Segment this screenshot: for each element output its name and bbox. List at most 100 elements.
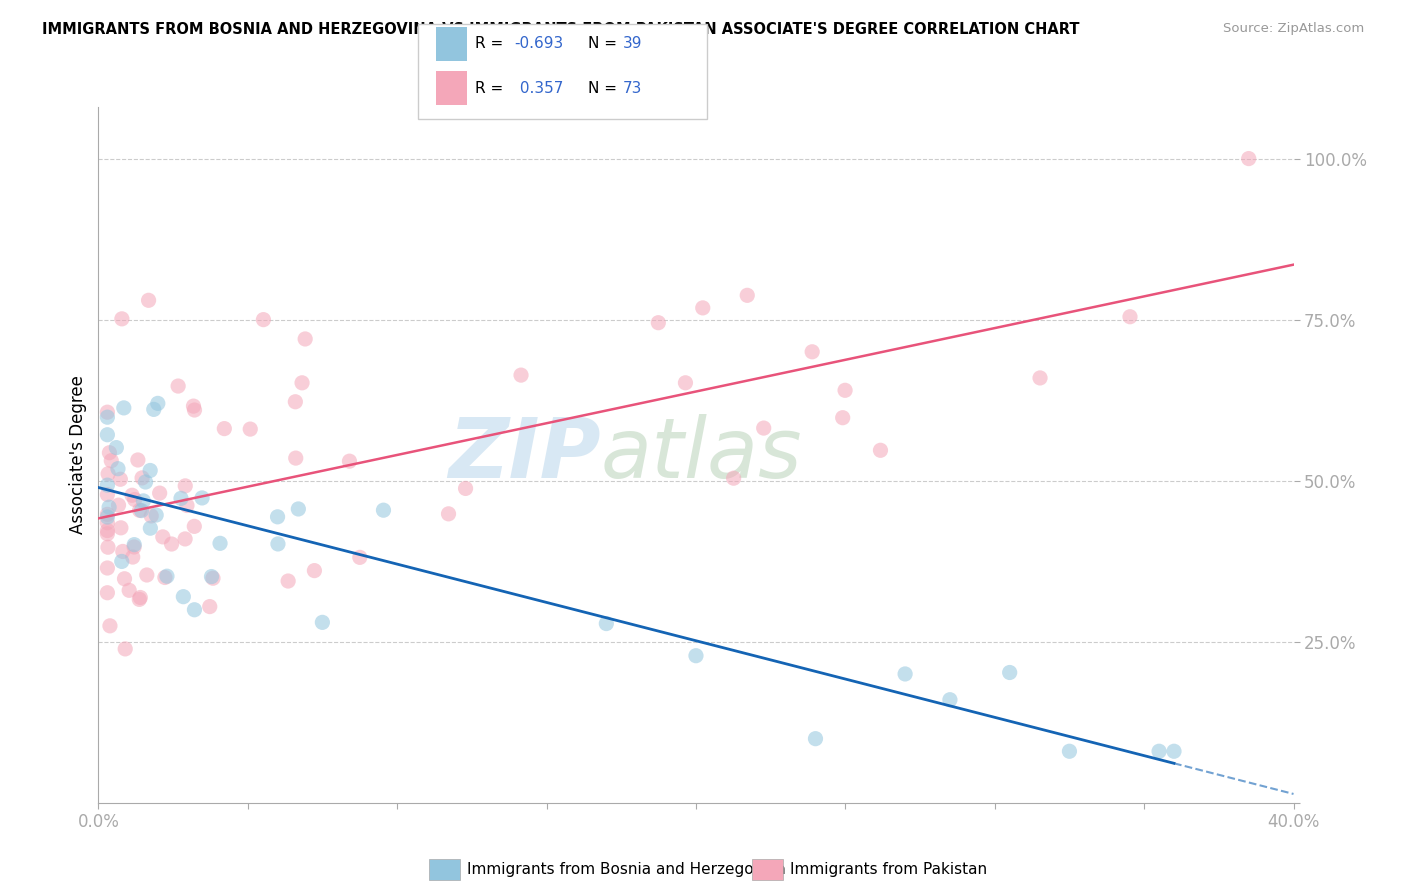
Text: N =: N =: [588, 37, 621, 51]
Point: [97, 540, 120, 554]
Point: [121, 550, 143, 565]
Point: [311, 615, 333, 630]
Point: [128, 592, 150, 607]
Point: [110, 521, 132, 535]
Point: [135, 568, 157, 582]
Point: [156, 569, 179, 583]
Point: [214, 421, 236, 435]
Point: [1147, 744, 1170, 758]
Point: [124, 492, 146, 507]
Point: [97, 467, 120, 481]
Point: [209, 536, 232, 550]
Point: [96, 510, 118, 524]
Point: [135, 475, 157, 489]
Point: [96, 508, 118, 522]
Point: [98, 446, 121, 460]
Point: [96, 478, 118, 492]
Point: [170, 491, 193, 506]
Point: [1119, 310, 1142, 324]
Point: [692, 301, 714, 315]
Text: Source: ZipAtlas.com: Source: ZipAtlas.com: [1223, 22, 1364, 36]
Point: [675, 376, 697, 390]
Point: [105, 441, 128, 455]
Text: R =: R =: [475, 81, 509, 95]
Point: [111, 311, 134, 326]
Point: [834, 384, 856, 398]
Point: [201, 571, 224, 585]
Point: [96, 427, 118, 442]
Point: [172, 590, 194, 604]
Point: [111, 554, 134, 568]
Point: [1029, 371, 1052, 385]
Point: [174, 479, 197, 493]
Point: [98, 500, 121, 515]
Point: [160, 537, 183, 551]
Point: [287, 502, 309, 516]
Point: [100, 453, 122, 467]
Point: [735, 288, 758, 302]
Point: [1059, 744, 1081, 758]
Point: [510, 368, 533, 383]
Point: [167, 379, 190, 393]
Point: [112, 401, 135, 415]
Point: [141, 508, 163, 523]
Point: [139, 521, 162, 535]
Point: [110, 472, 132, 486]
Point: [131, 471, 153, 485]
Point: [252, 312, 274, 326]
Point: [685, 648, 707, 663]
Point: [122, 540, 145, 554]
Text: -0.693: -0.693: [515, 37, 564, 51]
Point: [107, 461, 129, 475]
Text: 0.357: 0.357: [515, 81, 562, 95]
Point: [127, 453, 149, 467]
Point: [998, 665, 1021, 680]
Point: [831, 410, 853, 425]
Point: [349, 550, 371, 565]
Point: [96, 405, 118, 419]
Point: [121, 488, 143, 502]
Point: [176, 499, 198, 513]
Point: [1237, 152, 1260, 166]
Text: 73: 73: [623, 81, 643, 95]
Point: [239, 422, 262, 436]
Point: [96, 487, 118, 501]
Point: [153, 570, 176, 584]
Point: [294, 332, 316, 346]
Point: [304, 564, 326, 578]
Point: [437, 507, 460, 521]
Point: [96, 526, 118, 541]
Point: [869, 443, 891, 458]
Point: [284, 394, 307, 409]
Point: [142, 402, 165, 417]
Point: [284, 451, 307, 466]
Point: [152, 530, 174, 544]
Point: [291, 376, 314, 390]
Point: [149, 486, 172, 500]
Text: Immigrants from Pakistan: Immigrants from Pakistan: [790, 863, 987, 877]
Point: [200, 569, 222, 583]
Point: [801, 344, 824, 359]
Point: [128, 503, 150, 517]
Text: R =: R =: [475, 37, 509, 51]
Point: [132, 494, 155, 508]
Point: [107, 498, 129, 512]
Text: Immigrants from Bosnia and Herzegovina: Immigrants from Bosnia and Herzegovina: [467, 863, 786, 877]
Point: [129, 591, 152, 605]
Point: [96, 524, 118, 538]
Point: [131, 503, 153, 517]
Point: [98, 619, 121, 633]
Point: [752, 421, 775, 435]
Point: [183, 603, 205, 617]
Point: [454, 482, 477, 496]
Point: [939, 692, 962, 706]
Point: [267, 537, 290, 551]
Point: [266, 509, 288, 524]
Point: [277, 574, 299, 588]
Point: [96, 410, 118, 425]
Point: [723, 471, 745, 485]
Point: [96, 516, 118, 530]
Point: [373, 503, 395, 517]
Point: [114, 572, 136, 586]
Point: [118, 583, 141, 598]
